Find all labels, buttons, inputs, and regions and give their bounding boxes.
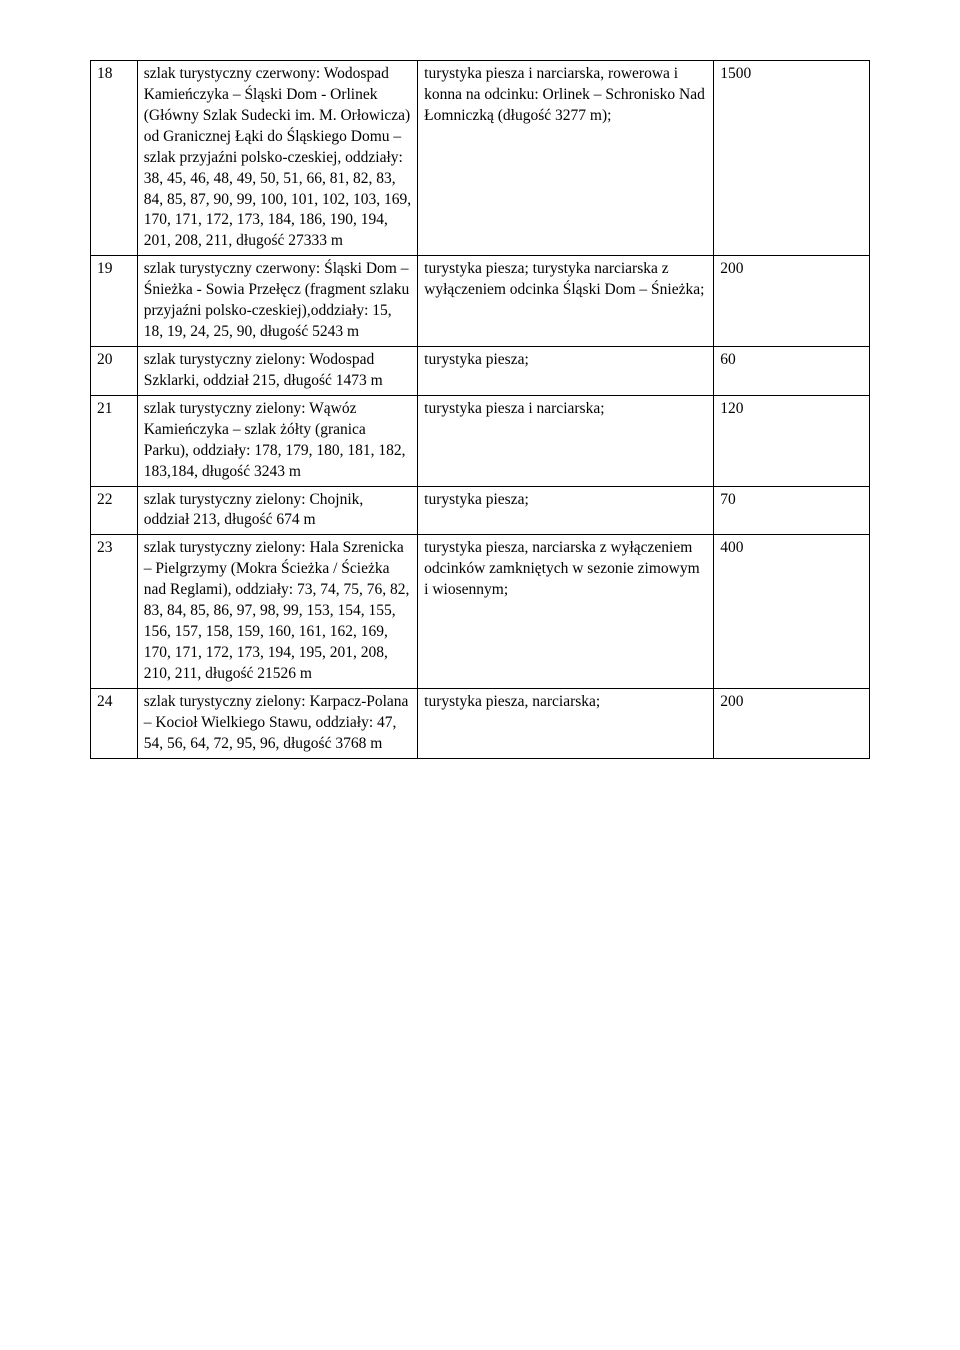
value-cell: 400 (714, 535, 870, 688)
table-row: 20szlak turystyczny zielony: Wodospad Sz… (91, 346, 870, 395)
row-number: 23 (91, 535, 138, 688)
row-number: 20 (91, 346, 138, 395)
trail-description: szlak turystyczny czerwony: Śląski Dom –… (137, 256, 417, 347)
row-number: 22 (91, 486, 138, 535)
trails-table-body: 18szlak turystyczny czerwony: Wodospad K… (91, 61, 870, 759)
table-row: 24szlak turystyczny zielony: Karpacz-Pol… (91, 688, 870, 758)
value-cell: 120 (714, 395, 870, 486)
trail-description: szlak turystyczny zielony: Karpacz-Polan… (137, 688, 417, 758)
row-number: 24 (91, 688, 138, 758)
table-row: 22szlak turystyczny zielony: Chojnik, od… (91, 486, 870, 535)
table-row: 21szlak turystyczny zielony: Wąwóz Kamie… (91, 395, 870, 486)
activity-description: turystyka piesza; (418, 486, 714, 535)
activity-description: turystyka piesza, narciarska z wyłączeni… (418, 535, 714, 688)
table-row: 23szlak turystyczny zielony: Hala Szreni… (91, 535, 870, 688)
activity-description: turystyka piesza; (418, 346, 714, 395)
row-number: 21 (91, 395, 138, 486)
value-cell: 70 (714, 486, 870, 535)
table-row: 19szlak turystyczny czerwony: Śląski Dom… (91, 256, 870, 347)
value-cell: 200 (714, 256, 870, 347)
row-number: 18 (91, 61, 138, 256)
value-cell: 200 (714, 688, 870, 758)
activity-description: turystyka piesza; turystyka narciarska z… (418, 256, 714, 347)
document-page: 18szlak turystyczny czerwony: Wodospad K… (0, 0, 960, 819)
value-cell: 1500 (714, 61, 870, 256)
activity-description: turystyka piesza, narciarska; (418, 688, 714, 758)
activity-description: turystyka piesza i narciarska, rowerowa … (418, 61, 714, 256)
trail-description: szlak turystyczny zielony: Hala Szrenick… (137, 535, 417, 688)
trail-description: szlak turystyczny zielony: Wodospad Szkl… (137, 346, 417, 395)
row-number: 19 (91, 256, 138, 347)
trail-description: szlak turystyczny zielony: Wąwóz Kamieńc… (137, 395, 417, 486)
table-row: 18szlak turystyczny czerwony: Wodospad K… (91, 61, 870, 256)
trail-description: szlak turystyczny czerwony: Wodospad Kam… (137, 61, 417, 256)
trails-table: 18szlak turystyczny czerwony: Wodospad K… (90, 60, 870, 759)
value-cell: 60 (714, 346, 870, 395)
trail-description: szlak turystyczny zielony: Chojnik, oddz… (137, 486, 417, 535)
activity-description: turystyka piesza i narciarska; (418, 395, 714, 486)
